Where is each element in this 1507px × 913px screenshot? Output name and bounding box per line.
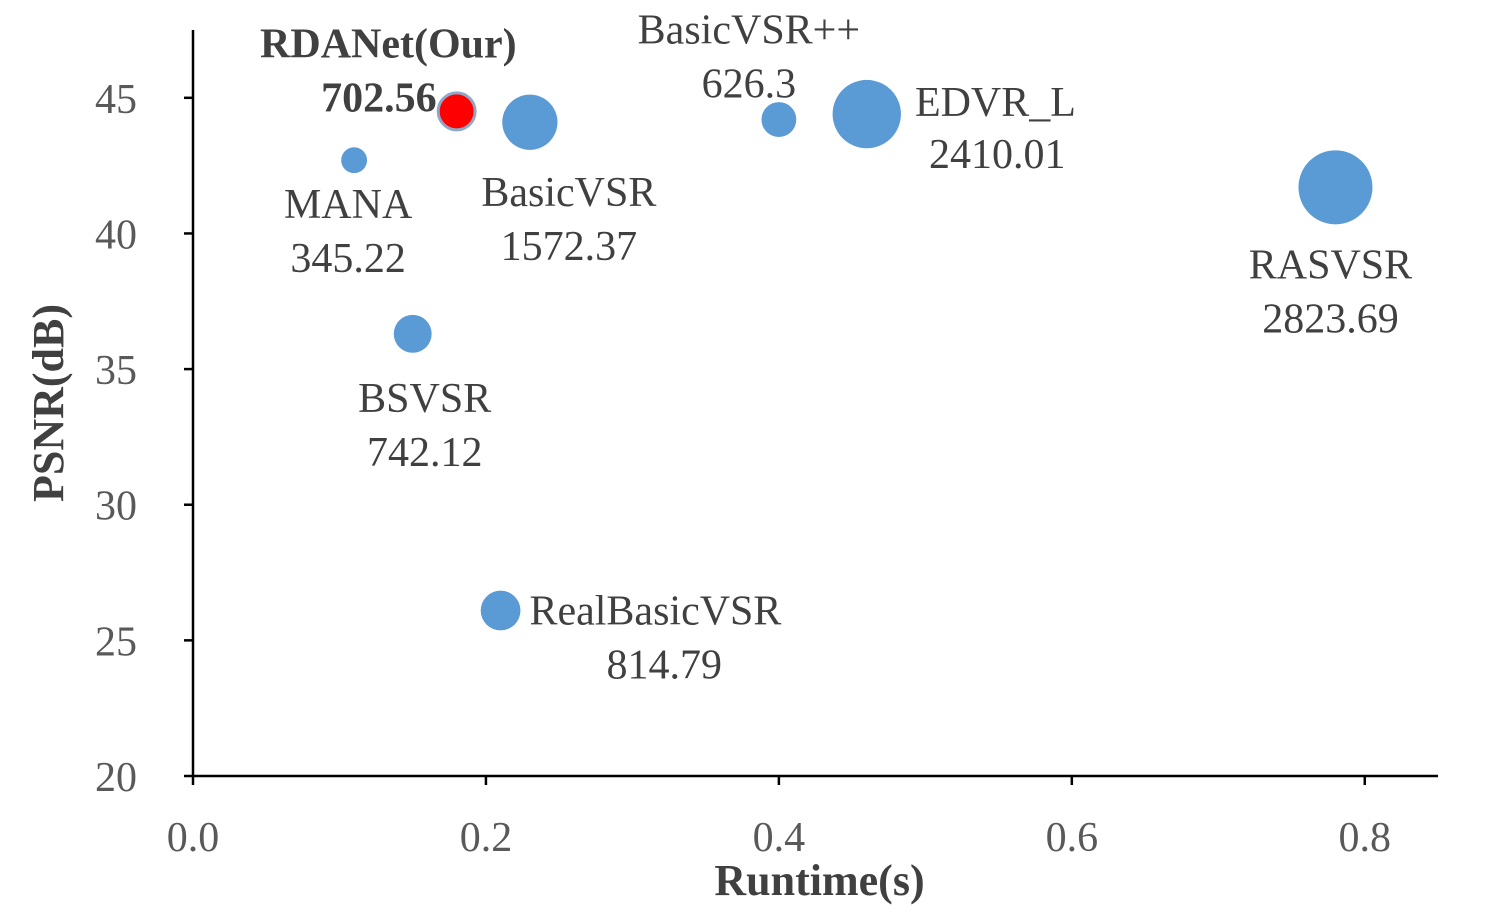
y-axis-title: PSNR(dB) xyxy=(24,304,73,502)
bubble-rdanet-our xyxy=(436,91,477,132)
label-value-realbasicvsr: 814.79 xyxy=(606,643,722,689)
point-labels: RDANet(Our) 702.56 MANA 345.22 BasicVSR 1572.… xyxy=(260,8,1412,689)
x-tick-label: 0.4 xyxy=(753,815,806,861)
bubble-basicvsr xyxy=(761,102,797,137)
label-value-edvr-l: 2410.01 xyxy=(929,132,1065,178)
label-value-mana: 345.22 xyxy=(290,236,406,282)
y-tick-label: 30 xyxy=(95,484,137,530)
bubble-bsvsr xyxy=(393,314,432,353)
bubble-edvr-l xyxy=(832,79,901,149)
label-name-basicvsr: BasicVSR xyxy=(481,170,656,216)
label-name-realbasicvsr: RealBasicVSR xyxy=(529,589,781,635)
x-tick-label: 0.0 xyxy=(167,815,220,861)
y-tick-label: 40 xyxy=(95,212,137,258)
bubble-realbasicvsr xyxy=(480,590,521,631)
bubble-rasvsr xyxy=(1298,150,1373,225)
axes: 20 25 30 35 40 45 0.0 0.2 0.4 0.6 0.8 xyxy=(95,30,1438,861)
label-name-rdanet-our: RDANet(Our) xyxy=(260,21,517,67)
label-value-basicvsr: 626.3 xyxy=(702,62,797,108)
label-name-mana: MANA xyxy=(284,182,413,228)
bubble-basicvsr xyxy=(502,94,558,150)
label-value-rdanet-our: 702.56 xyxy=(321,75,437,121)
y-tick-label: 45 xyxy=(95,77,137,123)
y-tick-label: 25 xyxy=(95,619,137,665)
label-value-basicvsr: 1572.37 xyxy=(501,224,638,270)
x-tick-label: 0.6 xyxy=(1046,815,1099,861)
bubble-mana xyxy=(341,147,368,174)
x-tick-label: 0.2 xyxy=(460,815,513,861)
y-tick-label: 20 xyxy=(95,755,137,801)
label-value-rasvsr: 2823.69 xyxy=(1262,296,1399,342)
label-name-basicvsr: BasicVSR++ xyxy=(638,8,860,54)
label-name-rasvsr: RASVSR xyxy=(1249,242,1412,288)
x-axis-title: Runtime(s) xyxy=(714,856,924,905)
label-name-edvr-l: EDVR_L xyxy=(915,80,1076,126)
data-points xyxy=(341,79,1373,631)
label-value-bsvsr: 742.12 xyxy=(367,430,483,476)
x-tick-label: 0.8 xyxy=(1339,815,1392,861)
y-tick-label: 35 xyxy=(95,348,137,394)
label-name-bsvsr: BSVSR xyxy=(358,376,491,422)
